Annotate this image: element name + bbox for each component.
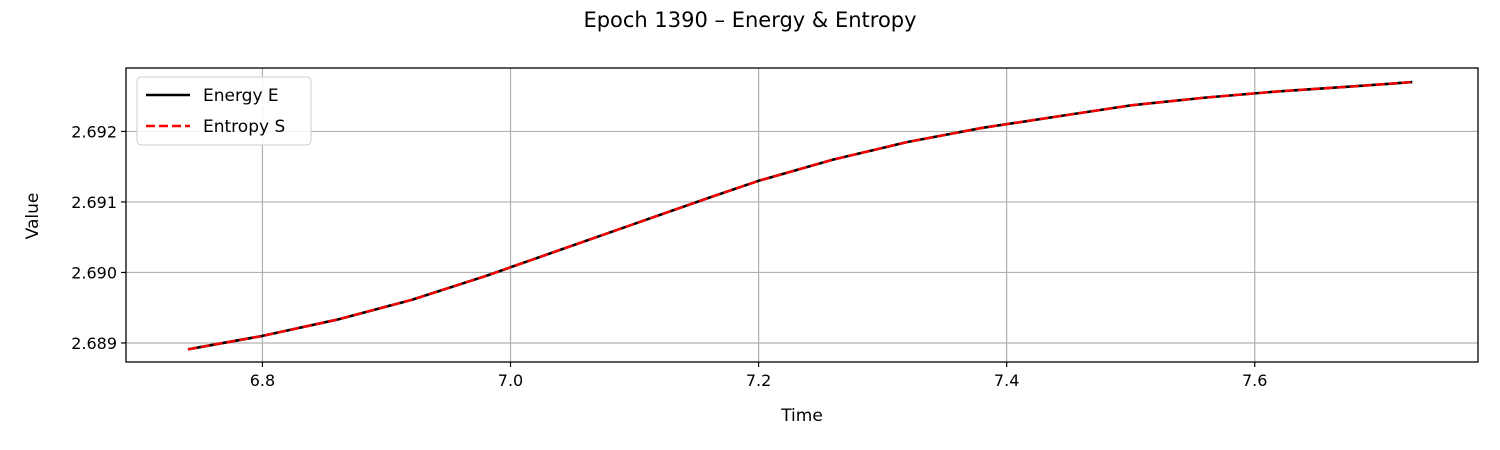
series-line-entropy-s [187, 80, 1413, 351]
plot-frame [125, 67, 1479, 363]
y-tick-label: 2.689 [71, 334, 117, 353]
y-tick-label: 2.691 [71, 193, 117, 212]
x-tick-label: 7.6 [1242, 371, 1267, 390]
y-axis-label: Value [23, 193, 43, 240]
y-tick-label: 2.692 [71, 122, 117, 141]
x-tick-label: 7.2 [746, 371, 771, 390]
series-layer [187, 80, 1413, 351]
chart-title: Epoch 1390 – Energy & Entropy [583, 8, 916, 32]
grid [126, 68, 1478, 362]
x-tick-label: 7.0 [498, 371, 523, 390]
legend-label: Entropy S [203, 117, 285, 137]
ticks: 6.8 7.0 7.2 7.4 7.6 2.689 2.690 2.691 2.692 [71, 122, 1267, 390]
x-axis-label: Time [780, 406, 823, 426]
legend-label: Energy E [203, 86, 279, 106]
x-tick-label: 6.8 [250, 371, 275, 390]
y-tick-label: 2.690 [71, 263, 117, 282]
x-tick-label: 7.4 [994, 371, 1019, 390]
legend: Energy E Entropy S [136, 76, 312, 146]
